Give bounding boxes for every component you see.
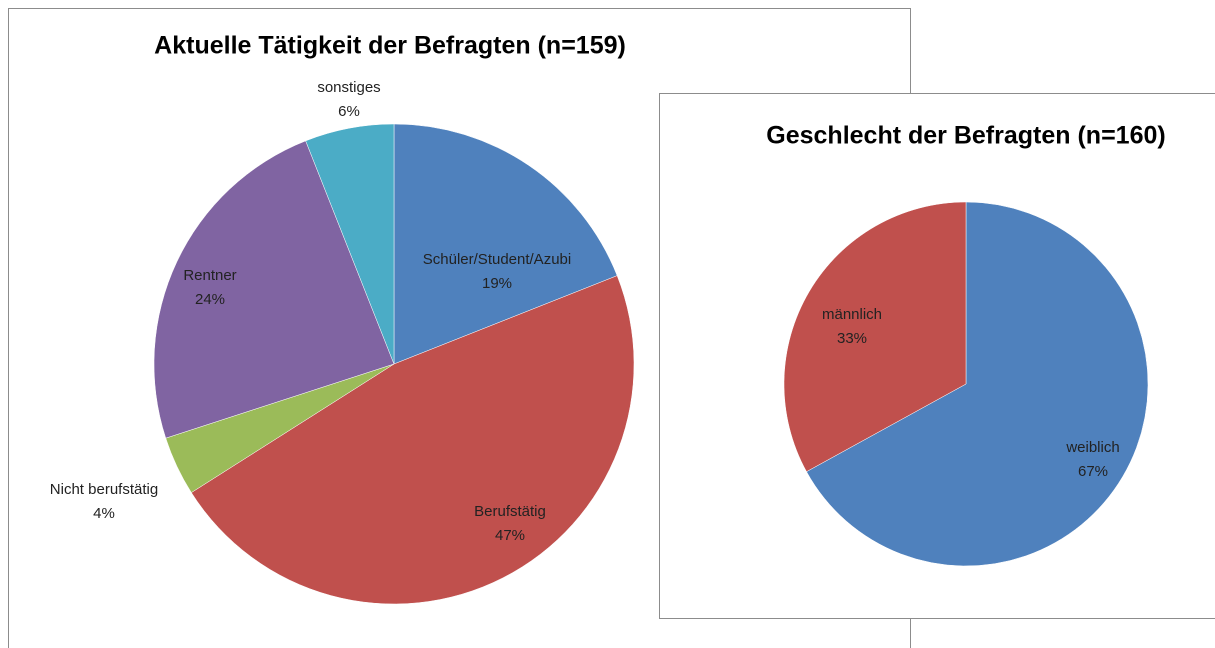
pie-slice bbox=[806, 201, 1149, 567]
slice-label: sonstiges bbox=[317, 79, 380, 96]
pie-slice bbox=[191, 275, 635, 605]
slice-value-label: 33% bbox=[837, 330, 867, 347]
slice-label: weiblich bbox=[1065, 439, 1119, 456]
pie-slice bbox=[305, 123, 395, 365]
slice-value-label: 24% bbox=[195, 291, 225, 308]
chart-title: Aktuelle Tätigkeit der Befragten (n=159) bbox=[154, 32, 626, 60]
slice-label: männlich bbox=[822, 306, 882, 323]
slice-value-label: 19% bbox=[482, 275, 512, 292]
slice-value-label: 6% bbox=[338, 103, 360, 120]
slice-label: Nicht berufstätig bbox=[50, 481, 158, 498]
slice-label: Schüler/Student/Azubi bbox=[423, 251, 571, 268]
slice-value-label: 4% bbox=[93, 505, 115, 522]
slice-label: Berufstätig bbox=[474, 503, 546, 520]
chart-title: Geschlecht der Befragten (n=160) bbox=[766, 122, 1165, 150]
slice-value-label: 47% bbox=[495, 527, 525, 544]
pie-slice bbox=[393, 123, 618, 365]
pie-slice bbox=[783, 201, 967, 473]
pie-slice bbox=[153, 140, 395, 439]
chart-2: Geschlecht der Befragten (n=160) weiblich… bbox=[766, 122, 1166, 567]
chart-1: Aktuelle Tätigkeit der Befragten (n=159)… bbox=[50, 32, 635, 605]
slice-label: Rentner bbox=[183, 267, 236, 284]
slice-value-label: 67% bbox=[1078, 463, 1108, 480]
